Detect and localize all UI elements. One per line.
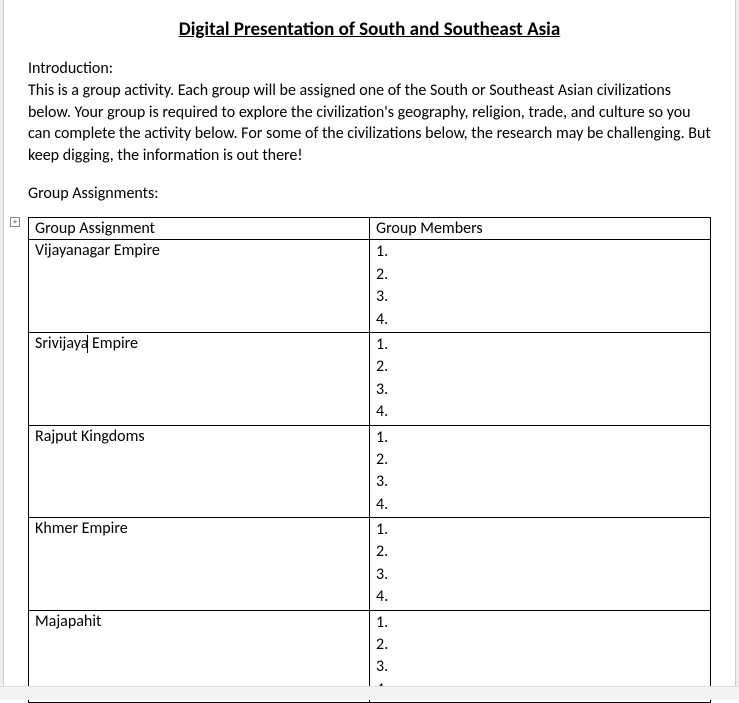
member-line: 4. xyxy=(376,586,704,608)
document-body[interactable]: Digital Presentation of South and Southe… xyxy=(0,0,739,703)
group-assignments-label: Group Assignments: xyxy=(28,184,711,203)
table-header-row: Group Assignment Group Members xyxy=(29,218,711,240)
member-line: 2. xyxy=(376,356,704,378)
table-header-members: Group Members xyxy=(370,218,711,240)
assignment-cell[interactable]: Vijayanagar Empire xyxy=(29,240,370,333)
member-line: 2. xyxy=(376,541,704,563)
assignment-text: Khmer Empire xyxy=(35,519,128,538)
assignment-text: Majapahit xyxy=(35,612,101,631)
page-title: Digital Presentation of South and Southe… xyxy=(28,18,711,41)
table-row: Vijayanagar Empire 1.2.3.4. xyxy=(29,240,711,333)
assignment-text: Rajput Kingdoms xyxy=(35,427,145,446)
page-right-margin xyxy=(735,0,739,686)
member-line: 2. xyxy=(376,264,704,286)
intro-label: Introduction: xyxy=(28,59,711,78)
member-line: 3. xyxy=(376,286,704,308)
member-line: 1. xyxy=(376,241,704,263)
table-move-handle[interactable]: + xyxy=(10,217,20,227)
table-header-assignment: Group Assignment xyxy=(29,218,370,240)
member-line: 4. xyxy=(376,494,704,516)
assignment-cell[interactable]: Rajput Kingdoms xyxy=(29,425,370,518)
member-line: 2. xyxy=(376,449,704,471)
members-cell[interactable]: 1.2.3.4. xyxy=(370,425,711,518)
member-line: 1. xyxy=(376,519,704,541)
member-line: 2. xyxy=(376,634,704,656)
assignment-cell[interactable]: Khmer Empire xyxy=(29,518,370,611)
assignment-text: Empire xyxy=(88,334,138,353)
member-line: 4. xyxy=(376,401,704,423)
member-line: 1. xyxy=(376,427,704,449)
table-row: Srivijaya Empire1.2.3.4. xyxy=(29,332,711,425)
members-cell[interactable]: 1.2.3.4. xyxy=(370,518,711,611)
member-line: 3. xyxy=(376,471,704,493)
table-row: Khmer Empire 1.2.3.4. xyxy=(29,518,711,611)
assignment-cell[interactable]: Srivijaya Empire xyxy=(29,332,370,425)
member-line: 3. xyxy=(376,379,704,401)
member-line: 3. xyxy=(376,564,704,586)
page-left-margin xyxy=(0,0,4,686)
members-cell[interactable]: 1.2.3.4. xyxy=(370,240,711,333)
intro-body: This is a group activity. Each group wil… xyxy=(28,80,711,166)
assignment-text: Vijayanagar Empire xyxy=(35,241,160,260)
table-row: Rajput Kingdoms 1.2.3.4. xyxy=(29,425,711,518)
member-line: 1. xyxy=(376,334,704,356)
assignments-table: Group Assignment Group Members Vijayanag… xyxy=(28,217,711,703)
member-line: 3. xyxy=(376,656,704,678)
status-bar xyxy=(0,686,739,700)
member-line: 4. xyxy=(376,309,704,331)
members-cell[interactable]: 1.2.3.4. xyxy=(370,332,711,425)
assignment-text: Srivijaya xyxy=(35,334,88,353)
member-line: 1. xyxy=(376,612,704,634)
